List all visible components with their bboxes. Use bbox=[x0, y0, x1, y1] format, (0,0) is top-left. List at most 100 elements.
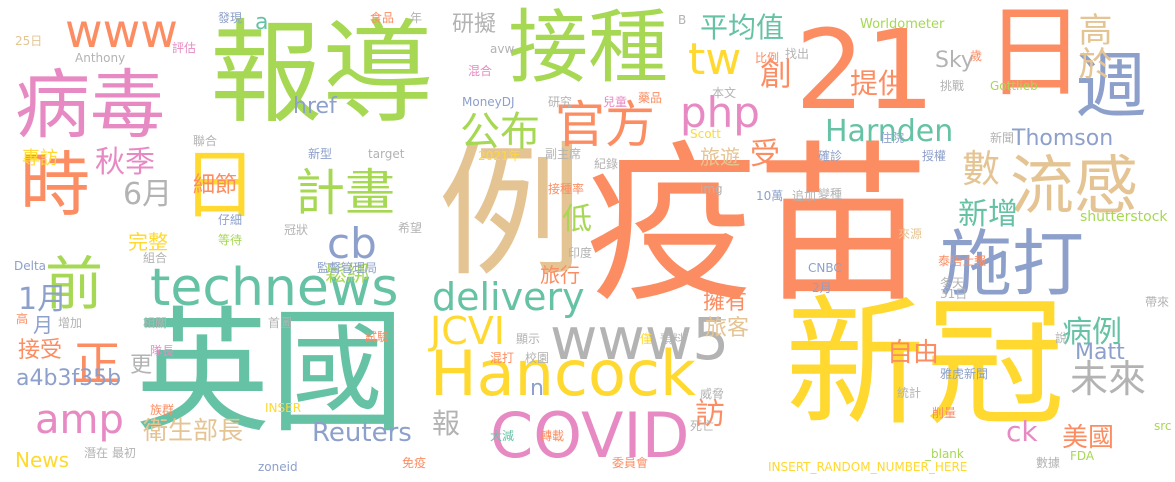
word: Gottlieb bbox=[990, 79, 1038, 93]
word: 免疫 bbox=[402, 456, 427, 470]
word: shutterstock bbox=[1080, 209, 1168, 225]
word: JCVI bbox=[430, 309, 505, 353]
word: 等待 bbox=[218, 233, 243, 247]
word: 副主席 bbox=[545, 147, 582, 161]
word: 數 bbox=[962, 147, 1001, 191]
word: 接種率 bbox=[548, 182, 585, 196]
word: Reuters bbox=[312, 418, 412, 448]
word: 預料 bbox=[660, 332, 685, 346]
word: 新型 bbox=[308, 147, 333, 161]
word: www5 bbox=[550, 305, 730, 373]
word: 官方 bbox=[555, 96, 655, 154]
word: 年 bbox=[410, 11, 423, 25]
word: src bbox=[1154, 419, 1172, 433]
word: Anthony bbox=[75, 51, 126, 65]
word: 更 bbox=[130, 353, 153, 378]
word: ck bbox=[1006, 415, 1038, 448]
word: 校園 bbox=[525, 351, 550, 365]
word: 本文 bbox=[712, 86, 737, 100]
word: 混合 bbox=[468, 64, 493, 78]
word: 例 bbox=[438, 128, 583, 297]
word: 轉載 bbox=[540, 429, 565, 443]
word: 日 bbox=[182, 141, 258, 229]
word: 2月 bbox=[812, 281, 832, 295]
word: 首圖 bbox=[268, 316, 293, 330]
word: 藥品 bbox=[638, 91, 663, 105]
word: 混打 bbox=[490, 351, 515, 365]
word: Hancock bbox=[430, 337, 696, 410]
word: 施打 bbox=[940, 222, 1085, 306]
word: 細節 bbox=[193, 173, 238, 198]
word: 帶來 bbox=[1145, 295, 1170, 309]
word: 2021年 bbox=[478, 149, 521, 163]
word: 挑戰 bbox=[940, 79, 965, 93]
word: _blank bbox=[925, 447, 964, 461]
word: href bbox=[293, 94, 337, 119]
word: 死亡 bbox=[690, 419, 715, 433]
word: 高於 bbox=[1072, 12, 1112, 80]
word: 訪 bbox=[695, 397, 725, 432]
word: 仔細 bbox=[218, 213, 243, 227]
word: 比例 bbox=[755, 51, 780, 65]
word: 英國 bbox=[135, 294, 405, 451]
word: 月 bbox=[33, 313, 53, 337]
word: News bbox=[15, 448, 70, 472]
word: 食品 bbox=[370, 11, 395, 25]
word: tw bbox=[688, 34, 742, 85]
word: 泰晤士報 bbox=[938, 254, 987, 268]
word: 住院 bbox=[880, 131, 905, 145]
word: 創 bbox=[760, 55, 793, 93]
word: 族群 bbox=[150, 403, 175, 417]
word: 找出 bbox=[785, 47, 810, 61]
word: 僅 bbox=[640, 332, 653, 346]
word: 旅遊 bbox=[700, 145, 740, 169]
word: 授權 bbox=[922, 149, 947, 163]
word: INSER bbox=[265, 401, 302, 415]
word: 未來 bbox=[1070, 357, 1147, 401]
word: www bbox=[65, 4, 178, 58]
word: 病例 bbox=[1062, 315, 1122, 350]
word: 旅客 bbox=[705, 316, 750, 341]
word: 報 bbox=[432, 407, 461, 440]
word: cb bbox=[327, 219, 377, 268]
word: 發現 bbox=[218, 11, 243, 25]
word: FDA bbox=[1070, 449, 1095, 463]
word: php bbox=[680, 88, 760, 137]
word: 說 bbox=[1055, 331, 1068, 345]
word: Sky bbox=[935, 48, 974, 73]
word: B bbox=[678, 13, 687, 27]
word: 相關 bbox=[143, 316, 168, 330]
word: 變種 bbox=[818, 187, 843, 201]
word: 新聞 bbox=[990, 131, 1015, 145]
word: 鬆綁 bbox=[325, 262, 370, 287]
word: 評估 bbox=[172, 41, 197, 55]
word: 統計 bbox=[897, 386, 922, 400]
word: 組合 bbox=[143, 251, 168, 265]
word: 監督管理局 bbox=[317, 261, 378, 275]
word: 試驗 bbox=[365, 330, 390, 344]
word: Thomson bbox=[1012, 126, 1114, 151]
word: 提供 bbox=[850, 67, 907, 100]
word: 日 bbox=[985, 0, 1085, 111]
word: 擁有 bbox=[703, 290, 748, 315]
word: 兒童 bbox=[603, 95, 628, 109]
word: 正 bbox=[73, 336, 122, 392]
word: 確診 bbox=[818, 149, 843, 163]
word: img bbox=[700, 182, 723, 196]
word: 疫苗 bbox=[585, 125, 929, 326]
word: INSERT_RANDOM_NUMBER_HERE bbox=[768, 460, 968, 474]
word: 時 bbox=[20, 144, 90, 226]
word: 31日 bbox=[940, 287, 968, 301]
word: 冠狀 bbox=[284, 223, 309, 237]
word: 公布 bbox=[460, 109, 540, 155]
word: 前 bbox=[45, 250, 104, 318]
word: technews bbox=[150, 258, 399, 318]
word: 接受 bbox=[18, 338, 63, 363]
word: 隊長 bbox=[150, 344, 175, 358]
word: avw bbox=[490, 42, 515, 56]
word: 受 bbox=[750, 137, 780, 172]
word: CNBC bbox=[808, 261, 842, 275]
word: 顯示 bbox=[516, 332, 541, 346]
word: 美國 bbox=[1062, 423, 1115, 453]
